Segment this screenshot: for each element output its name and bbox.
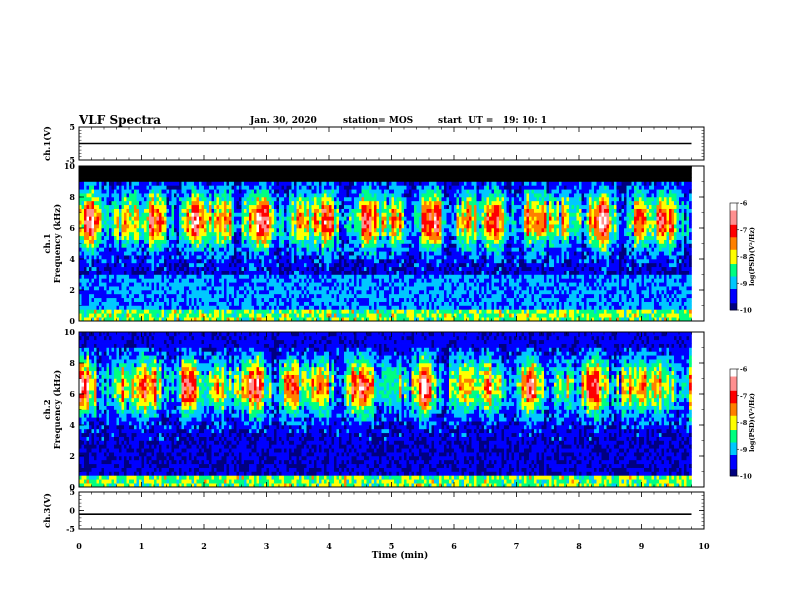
x-tick-label: 8 [576,541,582,551]
y-axis-label: ch.2 [43,399,53,419]
x-tick-label: 5 [389,541,395,551]
x-tick-label: 7 [514,541,520,551]
y-tick-label: 5 [69,487,75,497]
y-axis-label: ch.3(V) [42,493,53,528]
x-axis-label: Time (min) [372,550,429,561]
spectrogram-image [79,332,692,488]
colorbar-tick-label: -10 [740,473,752,481]
ch2-spectrogram-panel: 0 2 4 6 8 10 ch.2 Frequency (kHz) [43,327,705,492]
panel-frame [78,491,705,530]
ch1-waveform-panel: 5 -5 ch.1(V) [42,122,705,165]
y-tick-label: 2 [69,451,75,461]
x-tick-label: 6 [451,541,457,551]
y-tick-label: 5 [69,122,75,132]
x-tick-label: 4 [326,541,332,551]
y-tick-label: 0 [69,316,75,326]
y-tick-label: 0 [69,506,75,516]
colorbar-tick-label: -6 [740,200,748,208]
y-tick-label: 0 [69,482,75,492]
y-tick-label: 4 [69,420,75,430]
y-axis-label: ch.1 [43,233,53,253]
ch1-colorbar: -6 -7 -8 -9 -10 log(PSD)(V²/Hz) [729,200,756,315]
y-tick-label: 10 [64,161,76,171]
y-axis-label: ch.1(V) [42,126,53,161]
y-tick-label: -5 [66,155,75,165]
ch2-colorbar: -6 -7 -8 -9 -10 log(PSD)(V²/Hz) [729,366,756,481]
start-time-label: start UT = 19: 10: 1 [438,116,547,126]
y-axis-label: Frequency (kHz) [52,204,63,283]
observation-date: Jan. 30, 2020 [249,116,317,126]
figure-title: VLF Spectra [78,113,161,127]
station-label: station= MOS [343,116,413,126]
y-tick-label: 8 [69,358,75,368]
colorbar-tick-label: -9 [740,446,748,454]
colorbar-label: log(PSD)(V²/Hz) [748,227,756,286]
y-tick-label: 8 [69,192,75,202]
time-axis: Time (min) 0 1 2 3 4 5 6 7 8 9 10 [76,541,710,561]
y-tick-label: 6 [69,223,75,233]
colorbar-tick-label: -8 [740,419,748,427]
y-tick-label: 2 [69,285,75,295]
y-tick-label: 6 [69,389,75,399]
x-tick-label: 2 [201,541,207,551]
x-tick-label: 9 [639,541,645,551]
colorbar-tick-label: -7 [740,392,747,400]
x-tick-label: 0 [76,541,82,551]
colorbar-tick-label: -7 [740,226,747,234]
x-tick-label: 10 [698,541,710,551]
y-axis-label: Frequency (kHz) [52,370,63,449]
colorbar-label: log(PSD)(V²/Hz) [748,393,756,452]
colorbar-tick-label: -9 [740,280,748,288]
spectrogram-image [79,166,692,322]
y-tick-label: 10 [64,327,76,337]
colorbar-tick-label: -10 [740,307,752,315]
ch3-waveform-panel: 5 0 -5 ch.3(V) [42,487,705,534]
y-tick-label: 4 [69,254,75,264]
colorbar-tick-label: -6 [740,366,748,374]
x-tick-label: 1 [139,541,145,551]
y-tick-label: -5 [66,524,75,534]
colorbar-tick-label: -8 [740,253,748,261]
ch1-spectrogram-panel: 0 2 4 6 8 10 ch.1 Frequency (kHz) [43,161,705,326]
x-tick-label: 3 [264,541,270,551]
